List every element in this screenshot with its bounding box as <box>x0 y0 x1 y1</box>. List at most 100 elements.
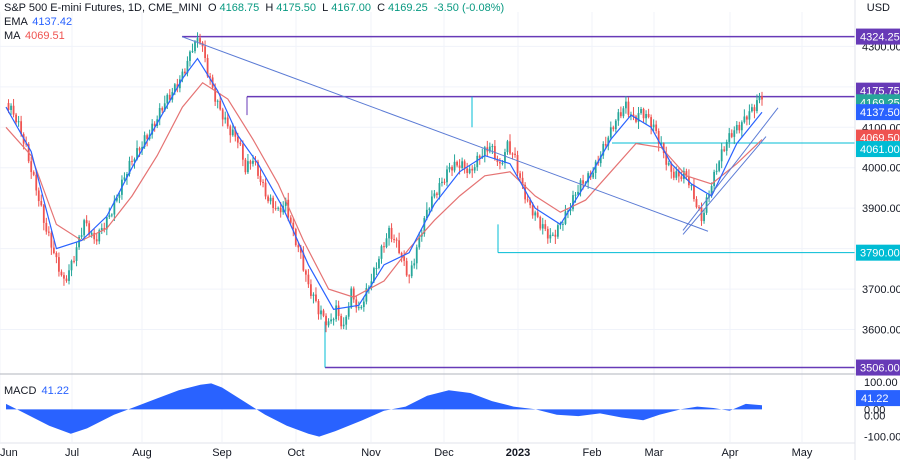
candle-body <box>617 112 620 121</box>
time-axis[interactable]: Jun Jul Aug Sep Oct Nov Dec 2023 Feb Mar Apr May <box>0 447 813 459</box>
candle-body <box>483 147 486 156</box>
candle-body <box>594 161 597 174</box>
legend-ema[interactable]: EMA 4137.42 <box>4 16 72 29</box>
candle <box>113 195 116 221</box>
time-tick-label: Dec <box>434 447 454 459</box>
candle-body <box>556 225 559 237</box>
candle-body <box>133 159 136 162</box>
legend-macd[interactable]: MACD 41.22 <box>4 385 69 398</box>
time-tick-label: May <box>792 447 813 459</box>
candle-body <box>181 71 184 80</box>
candlesticks <box>7 32 763 333</box>
candle-body <box>50 232 53 248</box>
candle-body <box>652 124 655 128</box>
candle-body <box>335 305 338 320</box>
candle-body <box>274 207 277 209</box>
price-tag: 3506.00 <box>856 359 900 376</box>
candle-body <box>126 173 128 178</box>
candle <box>244 157 247 175</box>
candle-body <box>388 227 390 239</box>
candle <box>65 275 68 283</box>
candle-body <box>163 103 166 111</box>
candle <box>181 68 184 83</box>
candle <box>740 120 743 138</box>
candle-body <box>430 196 433 209</box>
candle <box>725 139 728 156</box>
price-tag-text: 4324.25 <box>860 32 900 44</box>
candle-body <box>52 247 55 254</box>
close-value: 4169.25 <box>388 2 428 14</box>
candle <box>436 191 438 199</box>
candle <box>534 210 537 221</box>
candle <box>738 121 741 134</box>
candle <box>539 215 542 231</box>
candle-body <box>735 124 738 131</box>
candle <box>682 167 685 184</box>
candle-body <box>657 130 660 144</box>
candle-body <box>90 232 93 235</box>
candle <box>229 124 232 143</box>
candle <box>332 317 335 326</box>
candle <box>131 155 133 166</box>
candle-body <box>10 105 12 110</box>
candle-body <box>468 168 471 173</box>
candle <box>506 139 509 155</box>
candle-body <box>161 108 164 111</box>
candle-body <box>103 227 106 230</box>
open-value: 4168.75 <box>219 2 260 14</box>
candle <box>398 232 401 255</box>
candle <box>536 205 539 219</box>
candle-body <box>110 214 113 216</box>
candle <box>17 115 20 127</box>
candle <box>617 108 620 126</box>
time-tick-label: Jun <box>0 447 18 459</box>
candle-body <box>738 124 741 131</box>
candle-body <box>299 247 302 253</box>
candle-body <box>622 108 625 117</box>
candle-body <box>158 108 161 120</box>
candle-body <box>488 146 491 152</box>
candle-body <box>315 294 317 302</box>
candle <box>410 260 413 279</box>
macd-tick-label: 0.00 <box>864 404 885 416</box>
candle-body <box>569 209 572 211</box>
candle <box>531 202 534 219</box>
price-tag-bg <box>856 244 900 261</box>
candle <box>226 112 229 129</box>
candle-body <box>448 166 451 170</box>
candle <box>191 43 194 53</box>
candle-body <box>577 191 579 195</box>
candle <box>73 255 75 264</box>
candle <box>456 160 458 168</box>
candle-body <box>408 275 411 277</box>
candle <box>68 264 70 285</box>
candle-body <box>108 215 111 218</box>
candle-body <box>330 319 332 322</box>
candle <box>315 287 317 303</box>
candle <box>463 159 466 174</box>
candle-body <box>55 253 58 258</box>
candle-body <box>37 190 40 202</box>
candle-body <box>128 160 131 174</box>
change-value: -3.50 (-0.08%) <box>433 2 505 14</box>
candle <box>713 169 716 192</box>
candle-body <box>473 167 476 171</box>
candle-body <box>289 217 292 223</box>
candle-body <box>325 315 327 326</box>
candle <box>176 78 179 93</box>
candle-body <box>204 46 206 59</box>
price-tag-bg <box>856 28 900 45</box>
legend-ma[interactable]: MA 4069.51 <box>4 30 65 43</box>
candle <box>637 106 640 129</box>
candle <box>30 156 33 179</box>
candle-body <box>385 238 388 248</box>
macd-zero-label: 0.00 <box>864 410 885 422</box>
ma-line <box>5 82 763 298</box>
candle-body <box>347 307 350 317</box>
horizontal-levels[interactable] <box>182 35 855 369</box>
price-tag-text: 3506.00 <box>860 363 900 375</box>
candle-body <box>680 176 683 180</box>
candle-body <box>375 268 378 270</box>
trend-lines[interactable] <box>181 36 779 235</box>
